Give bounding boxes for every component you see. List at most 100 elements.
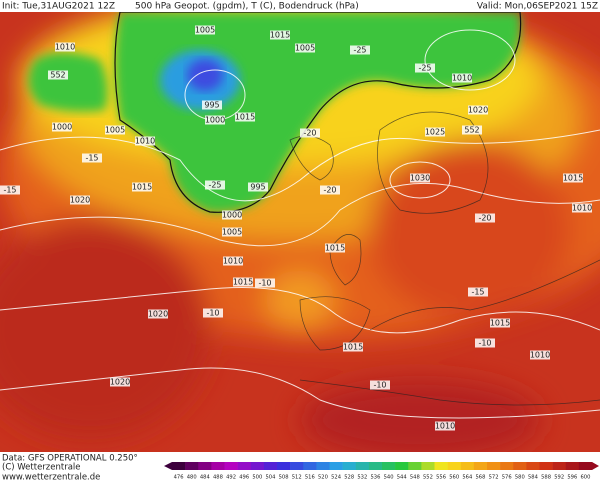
map-label: 1020 xyxy=(70,196,90,205)
map-label-box xyxy=(320,185,340,195)
map-label-box xyxy=(343,342,363,352)
colorbar-label: 556 xyxy=(436,475,446,481)
map-label-box xyxy=(105,125,125,135)
colorbar-end xyxy=(592,462,599,470)
colorbar-swatch xyxy=(211,462,225,470)
colorbar-label: 504 xyxy=(265,475,276,481)
map-label-box xyxy=(572,203,592,213)
map-label-box xyxy=(425,127,445,137)
colorbar-swatch xyxy=(447,462,462,470)
colorbar-label: 532 xyxy=(357,475,367,481)
colorbar-end xyxy=(164,462,172,470)
map-label-box xyxy=(270,30,290,40)
map-title: 500 hPa Geopot. (gpdm), T (C), Bodendruc… xyxy=(135,2,359,12)
map-label-box xyxy=(195,25,215,35)
colorbar-swatch xyxy=(368,462,383,470)
map-label-box xyxy=(132,182,152,192)
colorbar-label: 520 xyxy=(318,475,328,481)
map-label: -10 xyxy=(258,279,271,288)
copyright: (C) Wetterzentrale xyxy=(2,463,81,473)
map-label-box xyxy=(325,243,345,253)
colorbar-swatch xyxy=(408,462,422,470)
colorbar-swatch xyxy=(355,462,370,470)
map-label: 1020 xyxy=(468,106,488,115)
map-label: 1015 xyxy=(563,174,583,183)
colorbar-label: 484 xyxy=(200,475,211,481)
colorbar-label: 500 xyxy=(252,475,262,481)
map-label-box xyxy=(350,45,370,55)
map-label-box xyxy=(410,173,430,183)
map-label: -10 xyxy=(206,309,219,318)
map-label-box xyxy=(82,153,102,163)
map-label-box xyxy=(490,318,510,328)
colorbar-swatch xyxy=(539,462,553,470)
map-label-box xyxy=(222,227,242,237)
colorbar-label: 524 xyxy=(331,475,342,481)
map-label: 1000 xyxy=(205,116,225,125)
map-label-box xyxy=(468,105,488,115)
colorbar-swatch xyxy=(224,462,238,470)
map-label: 1010 xyxy=(223,257,243,266)
map-label: -25 xyxy=(418,64,431,73)
colorbar-swatch xyxy=(263,462,278,470)
map-label: -15 xyxy=(3,186,16,195)
map-label: 552 xyxy=(50,71,65,80)
map-label: 1000 xyxy=(222,211,242,220)
map-label-box xyxy=(295,43,315,53)
colorbar-swatch xyxy=(329,462,343,470)
map-label: 1010 xyxy=(55,43,75,52)
map-label: 1010 xyxy=(435,422,455,431)
colorbar-swatch xyxy=(277,462,291,470)
map-label-box xyxy=(530,350,550,360)
colorbar-swatch xyxy=(316,462,330,470)
map-label: 1005 xyxy=(105,126,125,135)
map-label-box xyxy=(462,125,482,135)
colorbar-label: 584 xyxy=(528,475,539,481)
map-label-box xyxy=(222,210,242,220)
map-label-box xyxy=(563,173,583,183)
colorbar-label: 528 xyxy=(344,475,354,481)
colorbar-label: 580 xyxy=(515,475,525,481)
colorbar-swatch xyxy=(565,462,580,470)
map-label-box xyxy=(415,63,435,73)
website: www.wetterzentrale.de xyxy=(2,473,100,483)
colorbar-label: 516 xyxy=(305,475,315,481)
map-label: 1020 xyxy=(148,310,168,319)
colorbar-swatch xyxy=(460,462,475,470)
map-label: 1010 xyxy=(452,74,472,83)
map-label: 1000 xyxy=(52,123,72,132)
map-label-box xyxy=(0,185,20,195)
map-label: -20 xyxy=(323,186,336,195)
map-label: 1015 xyxy=(233,278,253,287)
map-label-box xyxy=(110,377,130,387)
map-label: -20 xyxy=(303,129,316,138)
map-label-box xyxy=(435,421,455,431)
map-label: 1010 xyxy=(530,351,550,360)
colorbar-swatch xyxy=(434,462,448,470)
init-time: Init: Tue,31AUG2021 12Z xyxy=(2,2,115,12)
map-label: 1015 xyxy=(490,319,510,328)
map-labels: 1010 552 1000 1005 1005 1010 1015 1005 1010 1020 1… xyxy=(0,25,592,431)
colorbar-label: 548 xyxy=(410,475,420,481)
map-label-box xyxy=(300,128,320,138)
map-label-box xyxy=(248,182,268,192)
map-label: 1015 xyxy=(235,113,255,122)
map-label: 1005 xyxy=(295,44,315,53)
map-label-box xyxy=(135,136,155,146)
colorbar-label: 476 xyxy=(174,475,184,481)
map-label: -10 xyxy=(478,339,491,348)
colorbar-label: 568 xyxy=(475,475,485,481)
colorbar-swatch xyxy=(395,462,409,470)
map-label-box xyxy=(70,195,90,205)
colorbar: 476 480 484 488 492 496 500 504 508 512 516 520 524 5… xyxy=(164,462,599,481)
colorbar-label: 592 xyxy=(554,475,564,481)
map-label: 1015 xyxy=(270,31,290,40)
map-label: -25 xyxy=(353,46,366,55)
map-label-box xyxy=(52,122,72,132)
colorbar-label: 588 xyxy=(541,475,551,481)
map-label: -15 xyxy=(471,288,484,297)
colorbar-swatch xyxy=(172,462,186,470)
map-label-box xyxy=(202,100,222,110)
map-label-box xyxy=(475,338,495,348)
colorbar-swatch xyxy=(487,462,501,470)
